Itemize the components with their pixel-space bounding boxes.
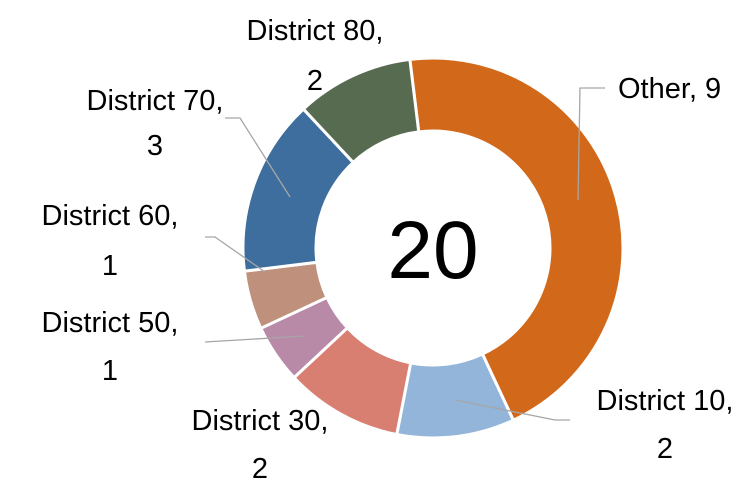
data-label: Other, 9	[618, 73, 721, 105]
data-label: District 50,	[42, 307, 179, 339]
label-value: 9	[705, 73, 721, 105]
data-label-value: 1	[102, 355, 118, 387]
label-separator: ,	[320, 405, 328, 437]
label-separator: ,	[689, 73, 697, 105]
label-separator: ,	[215, 85, 223, 117]
leader-line	[577, 87, 605, 201]
label-separator: ,	[725, 385, 733, 417]
data-label: District 30,	[192, 405, 329, 437]
data-label: District 10,	[597, 385, 734, 417]
center-label: 20	[387, 205, 478, 296]
leader-line	[205, 236, 266, 273]
label-name: District 70	[87, 85, 216, 117]
label-name: District 50	[42, 307, 171, 339]
leader-line	[225, 117, 291, 198]
data-label: District 80,	[247, 15, 384, 47]
leader-line	[454, 399, 570, 421]
label-name: District 60	[42, 200, 171, 232]
label-name: Other	[618, 73, 691, 105]
label-separator: ,	[170, 307, 178, 339]
leader-line	[204, 335, 306, 343]
donut-slice	[301, 57, 421, 165]
label-separator: ,	[170, 200, 178, 232]
label-name: District 30	[192, 405, 321, 437]
data-label-value: 2	[252, 453, 268, 481]
data-label: District 70,	[87, 85, 224, 117]
donut-slice	[408, 56, 625, 423]
label-name: District 80	[247, 15, 376, 47]
label-name: District 10	[597, 385, 726, 417]
data-label-value: 2	[657, 433, 673, 465]
label-separator: ,	[375, 15, 383, 47]
data-label-value: 2	[307, 65, 323, 97]
data-label: District 60,	[42, 200, 179, 232]
data-label-value: 1	[102, 250, 118, 282]
data-label-value: 3	[147, 130, 163, 162]
